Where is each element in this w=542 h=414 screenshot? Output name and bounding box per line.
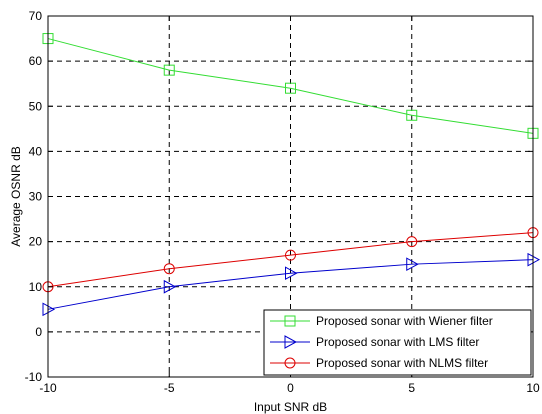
data-point [406, 257, 419, 272]
legend-item: Proposed sonar with LMS filter [270, 335, 479, 349]
y-tick-label: 30 [29, 190, 43, 204]
series-0 [42, 33, 539, 139]
y-tick-label: 50 [29, 99, 43, 113]
data-point [406, 236, 418, 248]
series-line [47, 38, 534, 134]
legend-marker [284, 335, 298, 349]
data-point [163, 279, 177, 294]
legend-label: Proposed sonar with NLMS filter [316, 356, 488, 370]
y-tick-label: 70 [29, 9, 43, 23]
y-tick-label: 0 [35, 325, 42, 339]
x-tick-label: 10 [526, 381, 540, 395]
y-tick-label: 40 [29, 144, 43, 158]
x-tick-label: 0 [287, 381, 294, 395]
y-tick-label: 20 [29, 235, 43, 249]
axis-ticks: -10 -5 0 5 10 -10 0 10 20 30 40 50 60 70 [25, 9, 540, 395]
data-point [285, 82, 296, 94]
legend-label: Proposed sonar with LMS filter [316, 335, 479, 349]
legend-marker [284, 315, 296, 327]
y-axis-label: Average OSNR dB [9, 146, 23, 247]
data-point [163, 263, 175, 275]
legend-item: Proposed sonar with NLMS filter [270, 356, 488, 370]
data-point [285, 266, 298, 281]
data-point [406, 109, 418, 121]
y-tick-label: 10 [29, 280, 43, 294]
data-point [163, 64, 175, 76]
legend: Proposed sonar with Wiener filter Propose… [263, 309, 532, 376]
legend-item: Proposed sonar with Wiener filter [270, 314, 493, 328]
y-tick-label: -10 [25, 370, 43, 384]
series-line [47, 232, 534, 288]
data-point [285, 249, 296, 261]
x-axis-label: Input SNR dB [254, 400, 327, 414]
x-tick-label: -5 [164, 381, 175, 395]
series-layer [42, 33, 541, 317]
legend-label: Proposed sonar with Wiener filter [316, 314, 493, 328]
series-line [47, 259, 534, 310]
series-2 [42, 227, 539, 293]
x-tick-label: 5 [408, 381, 415, 395]
x-tick-label: -10 [39, 381, 57, 395]
legend-marker [284, 357, 296, 369]
y-tick-label: 60 [29, 54, 43, 68]
